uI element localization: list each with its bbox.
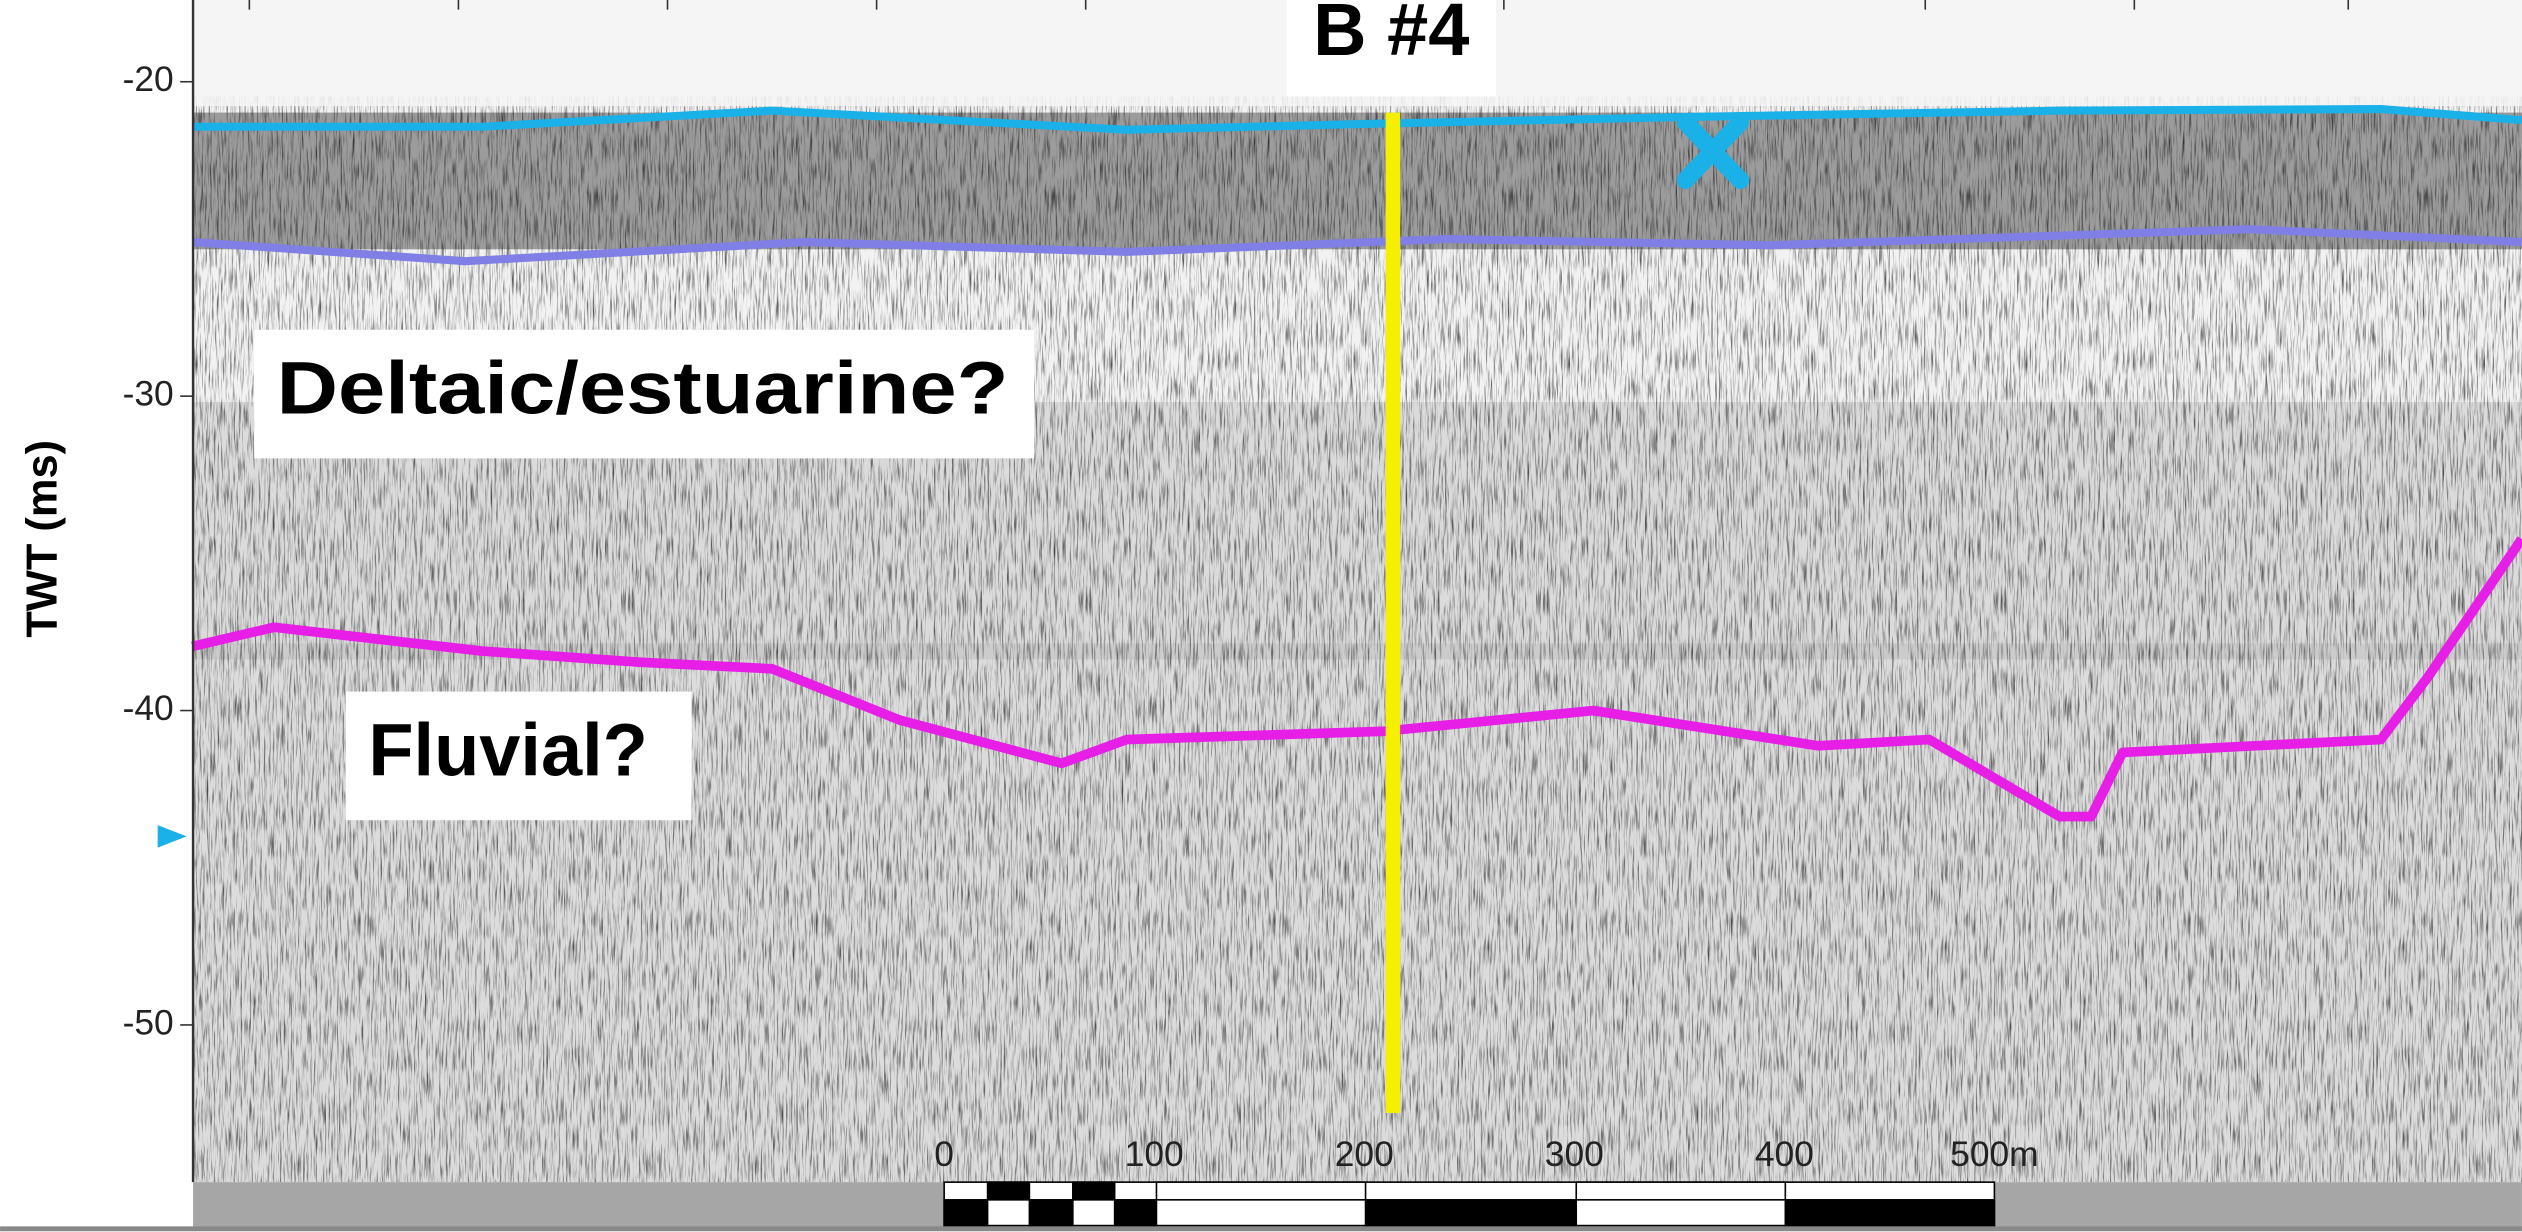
y-tick-label: -40 xyxy=(123,689,174,728)
y-axis-label: TWT (ms) xyxy=(19,440,67,638)
annotation-box xyxy=(1286,0,1496,97)
marker-triangle xyxy=(157,825,187,848)
scalebar-label: 500m xyxy=(1950,1135,2038,1174)
y-tick-label: -50 xyxy=(123,1003,174,1042)
top-axis xyxy=(248,0,2350,10)
y-tick-label: -30 xyxy=(123,374,174,413)
annotation-box xyxy=(254,329,1035,459)
annotation: Deltaic/estuarine? xyxy=(277,347,1009,430)
horizon xyxy=(191,536,2522,822)
annotation: Fluvial? xyxy=(368,708,647,791)
scalebar-label: 0 xyxy=(934,1135,954,1174)
scalebar xyxy=(943,1181,1996,1227)
cross-marker xyxy=(1676,113,1750,189)
horizon xyxy=(192,105,2522,134)
annotation-box xyxy=(345,691,692,821)
seismic-image xyxy=(193,0,2522,1183)
horizon xyxy=(191,225,2522,266)
scalebar-label: 100 xyxy=(1125,1135,1184,1174)
horizons xyxy=(191,105,2522,822)
scalebar-label: 300 xyxy=(1545,1135,1604,1174)
scalebar-label: 200 xyxy=(1335,1135,1394,1174)
scalebar-label: 400 xyxy=(1755,1135,1814,1174)
annotation: B #4 xyxy=(1313,0,1469,71)
y-tick-label: -20 xyxy=(123,60,174,99)
